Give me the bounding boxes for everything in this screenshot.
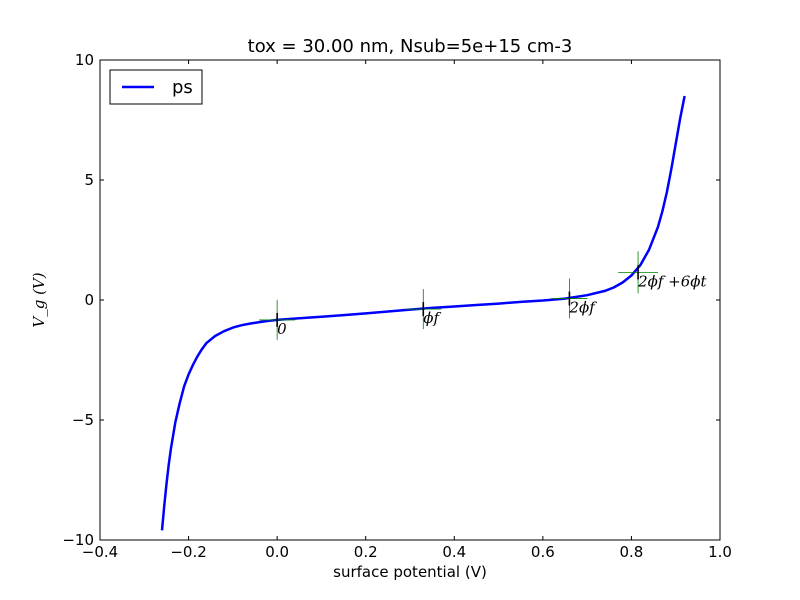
annotation-label: 0 bbox=[277, 320, 287, 338]
annotation-label: 2ϕf +6ϕt bbox=[637, 272, 707, 290]
y-axis-label: V_g (V) bbox=[30, 272, 48, 327]
x-tick-label: 0.0 bbox=[265, 543, 289, 561]
series-line-ps bbox=[160, 95, 686, 531]
x-tick-label: 1.0 bbox=[708, 543, 732, 561]
plot-area bbox=[100, 60, 720, 540]
y-tick-label: −5 bbox=[72, 411, 94, 429]
x-tick-label: 0.8 bbox=[619, 543, 643, 561]
plot-frame bbox=[99, 59, 721, 541]
x-tick-label: 0.4 bbox=[442, 543, 466, 561]
axis-tick-labels: −0.4 −0.2 0.0 0.2 0.4 0.6 0.8 1.0 −10 −5 0 5 10 bbox=[62, 51, 732, 561]
y-tick-label: −10 bbox=[62, 531, 94, 549]
x-tick-label: 0.2 bbox=[354, 543, 378, 561]
legend-label-ps: ps bbox=[172, 77, 193, 98]
annotation-layer: 0 ϕf 2ϕf 2ϕf +6ϕt bbox=[259, 251, 707, 340]
x-tick-label: 0.6 bbox=[531, 543, 555, 561]
annotation-label: 2ϕf bbox=[568, 299, 597, 317]
y-tick-label: 5 bbox=[84, 171, 94, 189]
x-axis-label: surface potential (V) bbox=[333, 563, 487, 581]
y-tick-label: 10 bbox=[75, 51, 94, 69]
x-tick-label: −0.4 bbox=[82, 543, 118, 561]
annotation-label: ϕf bbox=[423, 309, 441, 327]
x-tick-label: −0.2 bbox=[170, 543, 206, 561]
series-layer bbox=[160, 95, 686, 531]
chart-title: tox = 30.00 nm, Nsub=5e+15 cm-3 bbox=[248, 36, 573, 57]
y-tick-label: 0 bbox=[84, 291, 94, 309]
legend: ps bbox=[109, 69, 203, 105]
